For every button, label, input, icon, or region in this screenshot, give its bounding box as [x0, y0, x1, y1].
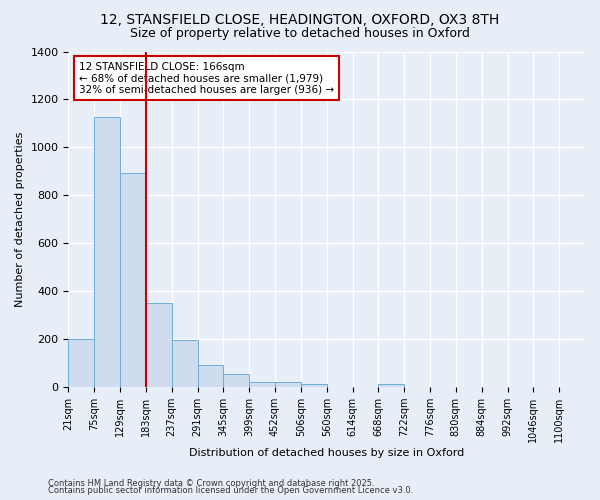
Bar [146, 303, 172, 387]
Text: Size of property relative to detached houses in Oxford: Size of property relative to detached ho… [130, 28, 470, 40]
Bar [301, 384, 327, 387]
Text: Contains public sector information licensed under the Open Government Licence v3: Contains public sector information licen… [48, 486, 413, 495]
Bar [172, 340, 197, 387]
Bar [249, 382, 275, 387]
Bar [197, 366, 223, 387]
Bar [120, 172, 146, 387]
Bar [94, 118, 120, 387]
Bar [68, 339, 94, 387]
Text: 12 STANSFIELD CLOSE: 166sqm
← 68% of detached houses are smaller (1,979)
32% of : 12 STANSFIELD CLOSE: 166sqm ← 68% of det… [79, 62, 334, 95]
Text: Contains HM Land Registry data © Crown copyright and database right 2025.: Contains HM Land Registry data © Crown c… [48, 478, 374, 488]
Bar [379, 384, 404, 387]
X-axis label: Distribution of detached houses by size in Oxford: Distribution of detached houses by size … [189, 448, 464, 458]
Bar [275, 382, 301, 387]
Text: 12, STANSFIELD CLOSE, HEADINGTON, OXFORD, OX3 8TH: 12, STANSFIELD CLOSE, HEADINGTON, OXFORD… [100, 12, 500, 26]
Y-axis label: Number of detached properties: Number of detached properties [15, 132, 25, 307]
Bar [223, 374, 249, 387]
